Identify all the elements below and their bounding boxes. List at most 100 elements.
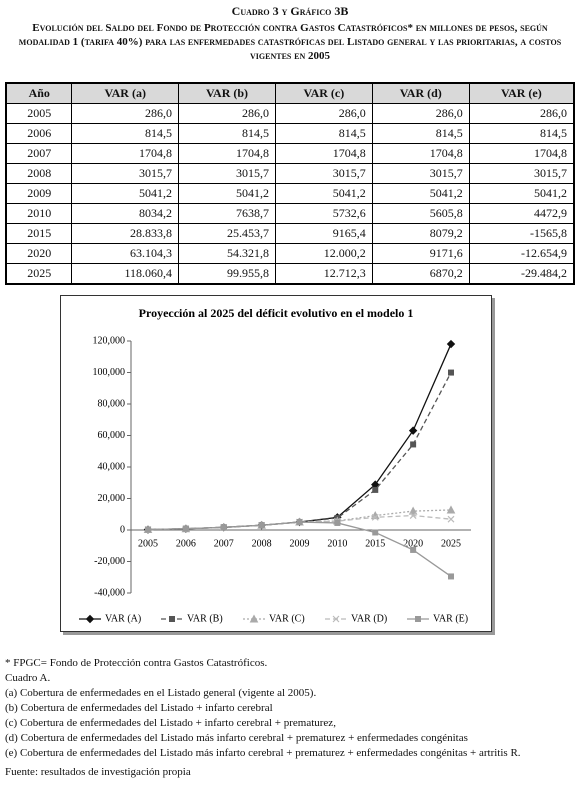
table-cell: 1704,8 xyxy=(371,143,470,164)
table-cell: 2005 xyxy=(5,103,73,124)
x-tick-label: 2009 xyxy=(290,538,310,549)
legend-label: VAR (D) xyxy=(351,613,387,624)
data-point xyxy=(372,529,379,536)
table-cell: 286,0 xyxy=(178,103,276,124)
note: (e) Cobertura de enfermedades del Listad… xyxy=(5,747,521,759)
table-cell: 286,0 xyxy=(71,103,180,124)
data-point xyxy=(446,339,456,349)
table-cell: 3015,7 xyxy=(178,163,276,184)
table-cell: 2007 xyxy=(5,143,73,164)
legend-marker xyxy=(332,615,340,623)
doc-title: Cuadro 3 y Gráfico 3B xyxy=(231,4,349,18)
table-cell: 2025 xyxy=(5,263,73,285)
legend-label: VAR (C) xyxy=(269,613,305,624)
header-row: Año VAR (a) VAR (b) VAR (c) VAR (d) VAR (e) xyxy=(5,82,575,104)
table-cell: 1704,8 xyxy=(468,143,575,164)
x-tick-label: 2005 xyxy=(138,538,158,549)
x-tick-label: 2020 xyxy=(403,538,423,549)
table-cell: 7638,7 xyxy=(178,203,276,224)
table-cell: 12.712,3 xyxy=(275,263,373,285)
legend-label: VAR (B) xyxy=(187,613,223,624)
data-point xyxy=(409,512,417,519)
table-cell: 118.060,4 xyxy=(71,263,180,285)
data-point xyxy=(448,369,454,376)
note: (b) Cobertura de enfermedades del Listad… xyxy=(5,702,273,714)
table-cell: -29.484,2 xyxy=(468,263,575,285)
table-cell: 6870,2 xyxy=(371,263,470,285)
x-tick-label: 2006 xyxy=(176,538,196,549)
table-cell: 99.955,8 xyxy=(178,263,276,285)
y-tick-label: 80,000 xyxy=(98,398,126,409)
y-tick-label: 40,000 xyxy=(98,461,126,472)
data-point xyxy=(145,526,151,533)
x-tick-label: 2010 xyxy=(327,538,347,549)
source: Fuente: resultados de investigación prop… xyxy=(5,766,191,778)
series-line xyxy=(147,509,452,531)
legend-marker xyxy=(415,616,421,622)
legend-marker xyxy=(249,614,259,623)
y-tick-label: 20,000 xyxy=(98,493,126,504)
data-point xyxy=(408,506,418,515)
table-cell: 2009 xyxy=(5,183,73,204)
table-cell: 28.833,8 xyxy=(71,223,180,244)
table-cell: 3015,7 xyxy=(275,163,373,184)
column-header: VAR (d) xyxy=(371,82,470,104)
table-row: 2009 5041,2 5041,2 5041,2 5041,2 5041,2 xyxy=(5,183,575,204)
column-header: VAR (b) xyxy=(178,82,276,104)
legend-label: VAR (A) xyxy=(105,613,141,624)
table-cell: 1704,8 xyxy=(71,143,180,164)
note: Cuadro A. xyxy=(5,672,51,684)
series-line xyxy=(147,343,452,531)
data-table: Año VAR (a) VAR (b) VAR (c) VAR (d) VAR (e) 20… xyxy=(5,82,575,285)
series-line xyxy=(147,372,452,531)
table-cell: 814,5 xyxy=(71,123,180,144)
table-cell: 5605,8 xyxy=(371,203,470,224)
table-cell: 5041,2 xyxy=(71,183,180,204)
table-cell: 814,5 xyxy=(275,123,373,144)
chart: Proyección al 2025 del déficit evolutivo… xyxy=(79,306,471,624)
table-cell: 814,5 xyxy=(371,123,470,144)
header: Cuadro 3 y Gráfico 3B Evolución del Sald… xyxy=(10,4,570,63)
table-cell: 9165,4 xyxy=(275,223,373,244)
table-row: 2010 8034,2 7638,7 5732,6 5605,8 4472,9 xyxy=(5,203,575,224)
data-point xyxy=(447,515,455,523)
table-cell: 3015,7 xyxy=(371,163,470,184)
table-cell: 5041,2 xyxy=(468,183,575,204)
data-point xyxy=(334,519,341,526)
legend-marker xyxy=(85,614,95,624)
legend-label: VAR (E) xyxy=(433,613,468,624)
table-cell: -12.654,9 xyxy=(468,243,575,264)
data-point xyxy=(371,513,379,521)
table-row: 2025 118.060,4 99.955,8 12.712,3 6870,2 -29.4… xyxy=(5,263,575,285)
doc-subtitle: Evolución del Saldo del Fondo de Protecc… xyxy=(18,22,562,62)
table-row: 2006 814,5 814,5 814,5 814,5 814,5 xyxy=(5,123,575,144)
table-cell: 2015 xyxy=(5,223,73,244)
column-header: VAR (a) xyxy=(71,82,180,104)
data-point xyxy=(448,573,454,580)
table-row: 2020 63.104,3 54.321,8 12.000,2 9171,6 -12.65… xyxy=(5,243,575,264)
table-cell: 8034,2 xyxy=(71,203,180,224)
table-cell: 814,5 xyxy=(468,123,575,144)
table-row: 2007 1704,8 1704,8 1704,8 1704,8 1704,8 xyxy=(5,143,575,164)
y-tick-label: 100,000 xyxy=(93,367,126,378)
table-cell: 814,5 xyxy=(178,123,276,144)
table-row: 2015 28.833,8 25.453,7 9165,4 8079,2 -1565,8 xyxy=(5,223,575,244)
data-point xyxy=(372,486,379,493)
chart-title: Proyección al 2025 del déficit evolutivo… xyxy=(139,306,414,320)
note: (c) Cobertura de enfermedades del Listad… xyxy=(5,717,336,729)
table-cell: 5041,2 xyxy=(178,183,276,204)
table-cell: 4472,9 xyxy=(468,203,575,224)
table-cell: 5732,6 xyxy=(275,203,373,224)
x-tick-label: 2007 xyxy=(214,538,234,549)
table-cell: -1565,8 xyxy=(468,223,575,244)
table-row: 2008 3015,7 3015,7 3015,7 3015,7 3015,7 xyxy=(5,163,575,184)
table-cell: 1704,8 xyxy=(275,143,373,164)
table-cell: 286,0 xyxy=(371,103,470,124)
table-cell: 286,0 xyxy=(468,103,575,124)
y-tick-label: -40,000 xyxy=(94,587,125,598)
data-point xyxy=(410,441,417,448)
x-tick-label: 2025 xyxy=(441,538,461,549)
data-point xyxy=(446,505,456,514)
table-cell: 5041,2 xyxy=(275,183,373,204)
